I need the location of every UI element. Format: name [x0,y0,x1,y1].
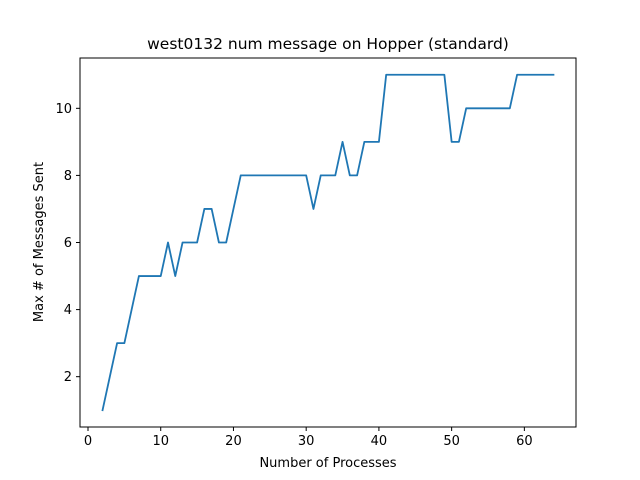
series-line [101,73,555,412]
y-axis-label: Max # of Messages Sent [32,162,47,322]
x-axis-label: Number of Processes [259,456,396,471]
x-tick-label: 50 [443,434,460,449]
x-tick-label: 30 [298,434,315,449]
x-tick-label: 40 [371,434,388,449]
plot-frame [79,57,577,428]
x-tick-label: 60 [516,434,533,449]
y-tick-label: 2 [64,370,72,385]
x-tick-label: 0 [84,434,92,449]
ticks-layer: 0 10 20 30 40 50 60 2 4 6 8 10 [55,102,532,449]
x-tick-label: 20 [225,434,242,449]
y-tick-label: 4 [64,303,72,318]
y-tick-label: 8 [64,169,72,184]
x-tick-label: 10 [152,434,169,449]
y-tick-label: 10 [55,102,72,117]
chart-title: west0132 num message on Hopper (standard… [147,35,509,53]
series-layer [101,73,555,412]
y-tick-label: 6 [64,236,72,251]
